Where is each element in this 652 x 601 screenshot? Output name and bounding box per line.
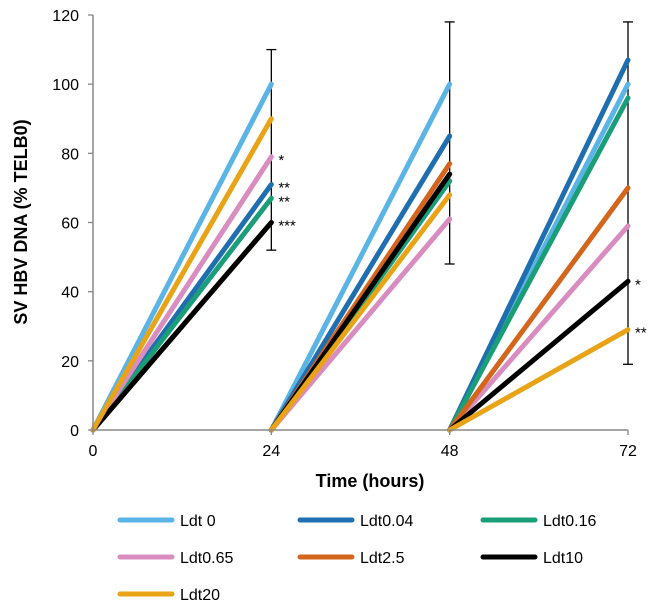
significance-annotations: *********** <box>278 152 647 342</box>
series-ldt-0-segment-2 <box>268 81 453 433</box>
x-tick-label-48: 48 <box>441 443 459 460</box>
series-ldt-0-segment-1 <box>90 81 274 433</box>
legend-label-ldt20: Ldt20 <box>180 587 220 601</box>
y-tick-label-40: 40 <box>61 285 79 302</box>
legend-label-ldt-0: Ldt 0 <box>180 513 216 530</box>
y-axis-title: SV HBV DNA (% TELB0) <box>11 119 31 324</box>
series-ldt2-5-segment-3 <box>447 185 631 433</box>
significance-label: *** <box>278 218 296 235</box>
legend-label-ldt0-16: Ldt0.16 <box>543 513 596 530</box>
series-ldt0-65-segment-3 <box>447 223 631 433</box>
tick-labels: 0 20 40 60 80 100 120 0 24 48 72 <box>52 8 637 460</box>
legend-label-ldt0-65: Ldt0.65 <box>180 550 233 567</box>
series-ldt0-04-segment-2 <box>268 133 453 433</box>
legend-label-ldt0-04: Ldt0.04 <box>360 513 413 530</box>
x-tick-label-0: 0 <box>89 443 98 460</box>
y-tick-label-60: 60 <box>61 216 79 233</box>
series-ldt0-16-segment-1 <box>90 195 274 433</box>
legend-label-ldt2-5: Ldt2.5 <box>360 550 405 567</box>
significance-label: ** <box>278 193 290 210</box>
y-tick-label-100: 100 <box>52 77 79 94</box>
significance-label: * <box>635 276 641 293</box>
y-tick-label-120: 120 <box>52 8 79 25</box>
legend: Ldt 0 Ldt0.04 Ldt0.16 Ldt0.65 Ldt2.5 Ldt10 Ldt… <box>117 513 596 601</box>
series-ldt20-segment-3 <box>447 327 631 433</box>
y-tick-label-80: 80 <box>61 146 79 163</box>
significance-label: ** <box>635 325 647 342</box>
x-tick-label-72: 72 <box>619 443 637 460</box>
significance-label: * <box>278 152 284 169</box>
series-ldt0-65-segment-1 <box>90 154 274 433</box>
x-tick-label-24: 24 <box>262 443 280 460</box>
series-lines <box>90 57 631 433</box>
y-tick-label-20: 20 <box>61 354 79 371</box>
series-ldt10-segment-1 <box>90 220 274 433</box>
series-ldt20-segment-2 <box>268 192 453 433</box>
series-ldt20-segment-1 <box>90 116 274 433</box>
series-ldt10-segment-3 <box>447 278 631 433</box>
x-axis-title: Time (hours) <box>316 471 425 491</box>
series-ldt0-04-segment-3 <box>447 57 631 433</box>
legend-label-ldt10: Ldt10 <box>543 550 583 567</box>
series-ldt0-16-segment-3 <box>447 95 631 433</box>
y-tick-label-0: 0 <box>70 423 79 440</box>
significance-label: ** <box>278 179 290 196</box>
